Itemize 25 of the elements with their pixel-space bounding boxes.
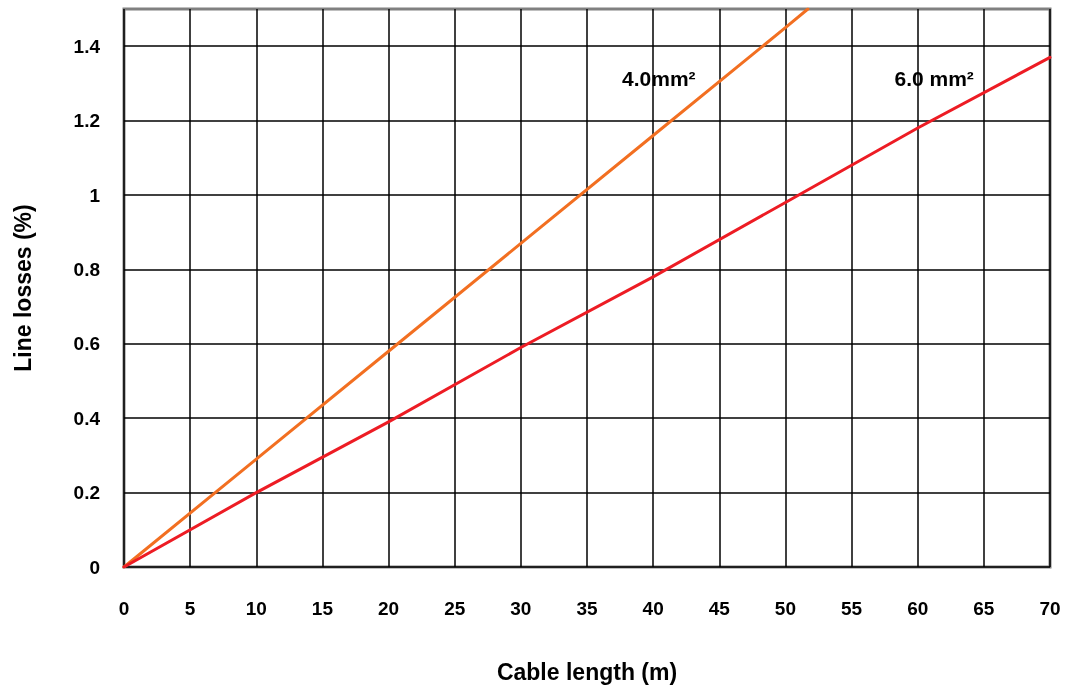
x-tick-label: 45 bbox=[708, 598, 731, 619]
x-tick-label: 70 bbox=[1039, 598, 1061, 619]
x-tick-label: 30 bbox=[510, 598, 532, 619]
x-tick-label: 25 bbox=[444, 598, 466, 619]
x-tick-label: 60 bbox=[907, 598, 929, 619]
x-tick-label: 40 bbox=[642, 598, 664, 619]
x-tick-label: 55 bbox=[841, 598, 863, 619]
y-tick-label: 0.6 bbox=[73, 333, 100, 355]
y-tick-label: 0.2 bbox=[73, 482, 100, 504]
y-tick-label: 0 bbox=[89, 556, 100, 578]
x-tick-label: 5 bbox=[184, 598, 196, 619]
x-axis-title: Cable length (m) bbox=[496, 658, 678, 685]
x-tick-label: 10 bbox=[245, 598, 267, 619]
y-axis-title: Line losses (%) bbox=[9, 204, 36, 372]
x-tick-label: 0 bbox=[118, 598, 130, 619]
x-tick-label: 15 bbox=[311, 598, 334, 619]
x-tick-label: 20 bbox=[378, 598, 400, 619]
y-tick-label: 1.2 bbox=[73, 110, 100, 132]
y-tick-label: 1 bbox=[89, 184, 101, 206]
x-tick-label: 50 bbox=[774, 598, 796, 619]
y-tick-label: 0.4 bbox=[73, 407, 101, 429]
y-tick-label: 1.4 bbox=[73, 35, 101, 57]
x-tick-label: 65 bbox=[973, 598, 995, 619]
x-tick-label: 35 bbox=[576, 598, 598, 619]
y-tick-label: 0.8 bbox=[73, 258, 100, 280]
